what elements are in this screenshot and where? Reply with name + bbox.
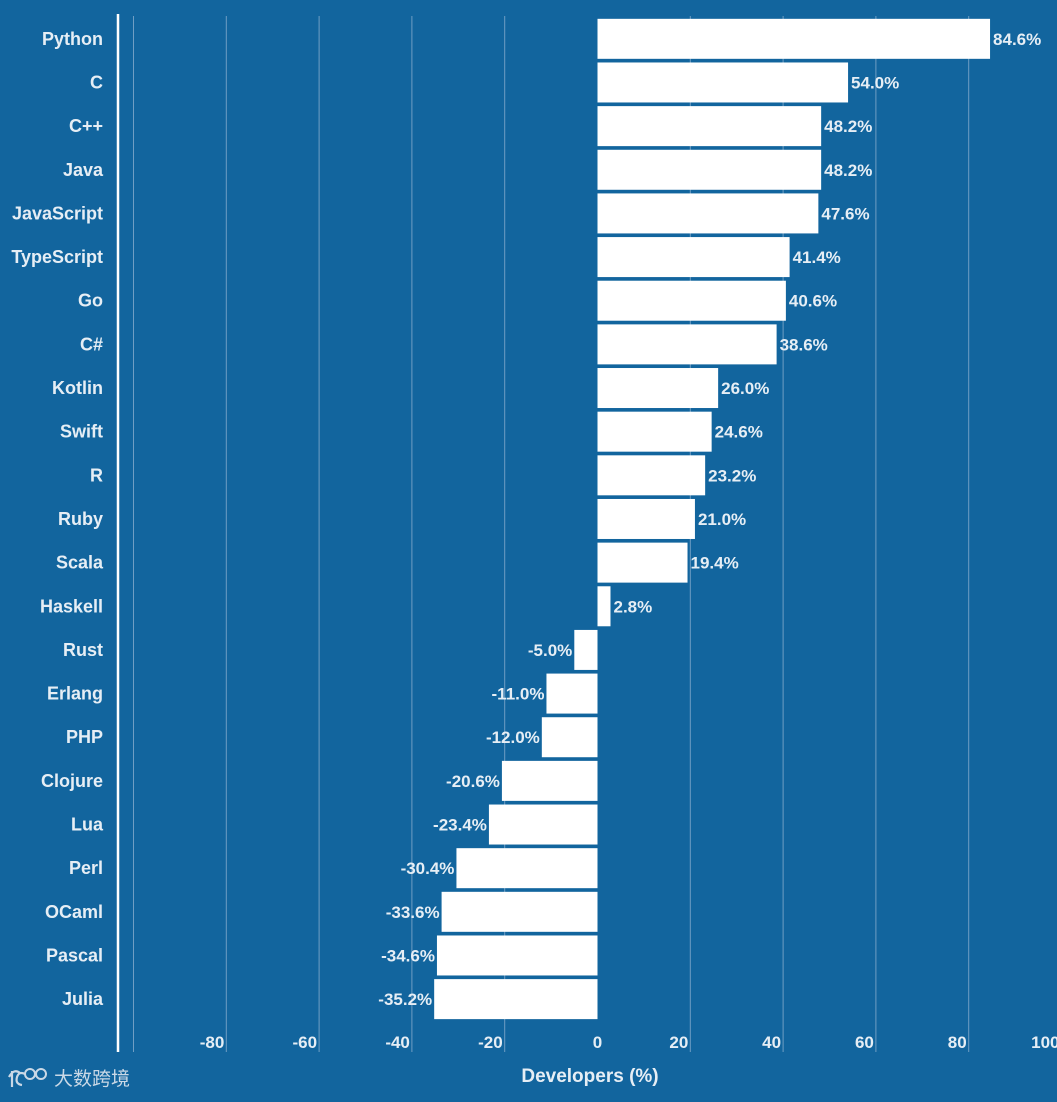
bar: [546, 673, 598, 714]
bar: [488, 804, 598, 845]
data-label: 41.4%: [793, 248, 841, 267]
bar: [574, 629, 598, 670]
data-label: 48.2%: [824, 117, 872, 136]
category-label: Erlang: [47, 684, 103, 704]
data-label: -35.2%: [378, 990, 432, 1009]
data-label: 2.8%: [613, 597, 652, 616]
bar: [597, 498, 695, 539]
category-label: Haskell: [40, 596, 103, 616]
category-label: Pascal: [46, 945, 103, 965]
category-label: Ruby: [58, 509, 103, 529]
x-tick-label: -80: [200, 1033, 225, 1052]
category-label: OCaml: [45, 902, 103, 922]
category-label: TypeScript: [11, 247, 103, 267]
category-label: Julia: [62, 989, 104, 1009]
x-tick-label: 100: [1031, 1033, 1057, 1052]
data-label: -20.6%: [446, 772, 500, 791]
bar: [597, 106, 822, 147]
category-label: Scala: [56, 553, 104, 573]
x-axis-title: Developers (%): [521, 1066, 658, 1087]
watermark-text: 大数跨境: [54, 1067, 131, 1090]
x-tick-label: -60: [293, 1033, 318, 1052]
bar: [597, 542, 688, 583]
category-label: C++: [69, 116, 103, 136]
x-tick-label: 60: [855, 1033, 874, 1052]
bar: [597, 324, 777, 365]
bar: [597, 237, 790, 278]
category-label: Go: [78, 291, 103, 311]
x-tick-label: 40: [762, 1033, 781, 1052]
bar: [541, 717, 598, 758]
bar: [597, 455, 706, 496]
bar: [597, 62, 849, 103]
data-label: -5.0%: [528, 641, 572, 660]
data-label: -23.4%: [433, 816, 487, 835]
data-label: -34.6%: [381, 946, 435, 965]
data-label: 40.6%: [789, 292, 837, 311]
category-label: Rust: [63, 640, 103, 660]
category-label: PHP: [66, 727, 103, 747]
category-label: Python: [42, 29, 103, 49]
category-label: Swift: [60, 422, 103, 442]
bar: [434, 979, 598, 1020]
x-tick-label: 20: [669, 1033, 688, 1052]
data-label: 47.6%: [821, 204, 869, 223]
x-tick-label: -40: [385, 1033, 410, 1052]
watermark-logo: 大数跨境: [8, 1064, 130, 1090]
data-label: 38.6%: [780, 335, 828, 354]
category-label: Perl: [69, 858, 103, 878]
logo-icon: [8, 1068, 47, 1087]
category-label: Clojure: [41, 771, 103, 791]
bar: [597, 411, 712, 452]
data-label: 23.2%: [708, 466, 756, 485]
category-label: C#: [80, 334, 103, 354]
category-label: JavaScript: [12, 203, 103, 223]
data-label: 48.2%: [824, 161, 872, 180]
category-label: R: [90, 465, 103, 485]
data-label: 21.0%: [698, 510, 746, 529]
bar: [597, 149, 822, 190]
data-label: -12.0%: [486, 728, 540, 747]
category-label: C: [90, 72, 103, 92]
x-tick-label: 0: [593, 1033, 602, 1052]
bar: [597, 193, 819, 234]
bar: [436, 935, 598, 976]
x-tick-label: -20: [478, 1033, 503, 1052]
category-label: Kotlin: [52, 378, 103, 398]
category-label: Java: [63, 160, 104, 180]
bar: [597, 18, 991, 59]
bar: [456, 848, 598, 889]
bar: [597, 280, 786, 321]
bar: [501, 760, 598, 801]
data-label: 19.4%: [691, 554, 739, 573]
bar: [597, 368, 719, 409]
data-label: -30.4%: [401, 859, 455, 878]
data-label: 24.6%: [715, 423, 763, 442]
bar: [597, 586, 611, 627]
category-label: Lua: [71, 815, 104, 835]
bar: [441, 891, 598, 932]
data-label: 54.0%: [851, 73, 899, 92]
data-label: -11.0%: [492, 685, 545, 704]
data-label: 84.6%: [993, 30, 1041, 49]
data-label: -33.6%: [386, 903, 440, 922]
x-tick-label: 80: [948, 1033, 967, 1052]
data-label: 26.0%: [721, 379, 769, 398]
